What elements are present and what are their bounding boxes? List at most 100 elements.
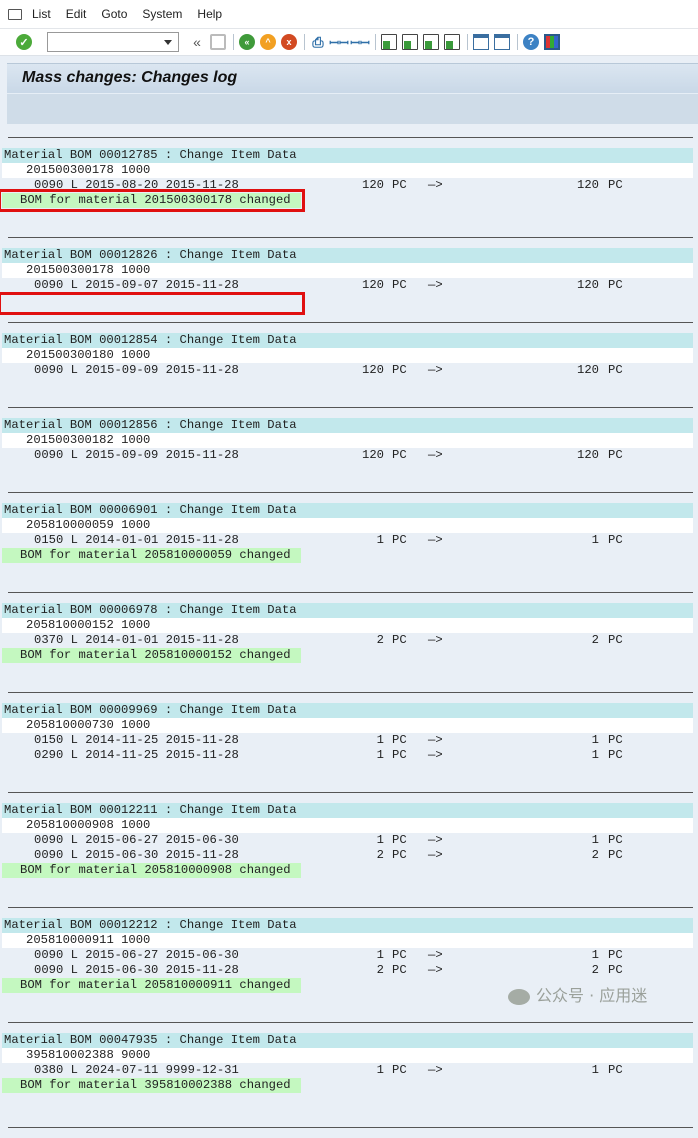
material-plant: 201500300178 1000 (2, 163, 693, 178)
new-quantity: 1 (591, 833, 599, 847)
find-icon[interactable]: ꟷꟷ (329, 35, 349, 50)
log-block: Material BOM 00006978 : Change Item Data… (2, 592, 693, 692)
item-row: 0090 L 2015-09-09 2015-11-28 120 PC —> 120 PC (2, 448, 693, 463)
item-text: 0150 L 2014-01-01 2015-11-28 (34, 533, 239, 547)
empty-status-line (0, 292, 305, 315)
new-unit: PC (608, 963, 623, 977)
new-quantity: 1 (591, 1063, 599, 1077)
next-page-icon[interactable] (423, 34, 439, 50)
item-row: 0090 L 2015-08-20 2015-11-28 120 PC —> 120 PC (2, 178, 693, 193)
new-quantity: 1 (591, 748, 599, 762)
change-arrow: —> (428, 748, 443, 762)
menu-edit[interactable]: Edit (65, 7, 87, 21)
old-unit: PC (392, 848, 407, 862)
new-unit: PC (608, 633, 623, 647)
save-icon[interactable] (210, 34, 226, 50)
old-quantity: 2 (376, 633, 384, 647)
material-plant: 205810000908 1000 (2, 818, 693, 833)
new-quantity: 2 (591, 963, 599, 977)
change-arrow: —> (428, 948, 443, 962)
new-unit: PC (608, 733, 623, 747)
menu-goto[interactable]: Goto (101, 7, 128, 21)
change-arrow: —> (428, 448, 443, 462)
menu-list[interactable]: List (32, 7, 51, 21)
old-quantity: 1 (376, 948, 384, 962)
old-quantity: 1 (376, 748, 384, 762)
wechat-icon (508, 988, 530, 1005)
cancel-icon[interactable]: x (281, 34, 297, 50)
old-unit: PC (392, 1063, 407, 1077)
item-text: 0090 L 2015-09-07 2015-11-28 (34, 278, 239, 292)
old-unit: PC (392, 363, 407, 377)
layout-icon[interactable] (544, 34, 560, 50)
back-icon[interactable]: « (239, 34, 255, 50)
change-arrow: —> (428, 278, 443, 292)
status-message: BOM for material 395810002388 changed (2, 1078, 301, 1093)
old-unit: PC (392, 733, 407, 747)
new-quantity: 1 (591, 948, 599, 962)
change-arrow: —> (428, 1063, 443, 1077)
old-unit: PC (392, 633, 407, 647)
old-unit: PC (392, 748, 407, 762)
exit-icon[interactable]: ^ (260, 34, 276, 50)
item-text: 0090 L 2015-06-27 2015-06-30 (34, 948, 239, 962)
old-quantity: 120 (362, 448, 384, 462)
item-row: 0150 L 2014-11-25 2015-11-28 1 PC —> 1 PC (2, 733, 693, 748)
block-header: Material BOM 00012854 : Change Item Data (2, 333, 693, 348)
previous-page-icon[interactable] (402, 34, 418, 50)
change-arrow: —> (428, 178, 443, 192)
new-quantity: 1 (591, 733, 599, 747)
old-quantity: 120 (362, 278, 384, 292)
item-row: 0290 L 2014-11-25 2015-11-28 1 PC —> 1 PC (2, 748, 693, 763)
old-unit: PC (392, 533, 407, 547)
system-menu-icon[interactable] (8, 8, 22, 20)
status-message: BOM for material 205810000152 changed (2, 648, 301, 663)
item-text: 0090 L 2015-08-20 2015-11-28 (34, 178, 239, 192)
block-header: Material BOM 00012211 : Change Item Data (2, 803, 693, 818)
help-icon[interactable]: ? (523, 34, 539, 50)
changes-log-list: Material BOM 00012785 : Change Item Data… (0, 137, 698, 1138)
end-rule (8, 1127, 693, 1138)
status-message: BOM for material 205810000059 changed (2, 548, 301, 563)
change-arrow: —> (428, 533, 443, 547)
material-plant: 205810000911 1000 (2, 933, 693, 948)
old-quantity: 2 (376, 963, 384, 977)
item-text: 0150 L 2014-11-25 2015-11-28 (34, 733, 239, 747)
menu-system[interactable]: System (142, 7, 183, 21)
toolbar: ✓ « « ^ x ⎙ ꟷꟷ ꟷꟷ ? (0, 28, 698, 56)
item-text: 0380 L 2024-07-11 9999-12-31 (34, 1063, 239, 1077)
log-block: Material BOM 00012854 : Change Item Data… (2, 322, 693, 407)
new-quantity: 2 (591, 848, 599, 862)
new-unit: PC (608, 448, 623, 462)
new-session-icon[interactable] (473, 34, 489, 50)
print-icon[interactable]: ⎙ (312, 33, 324, 50)
new-quantity: 120 (577, 448, 599, 462)
collapse-icon[interactable]: « (193, 34, 201, 50)
item-text: 0090 L 2015-06-30 2015-11-28 (34, 848, 239, 862)
find-next-icon[interactable]: ꟷꟷ (350, 35, 370, 50)
command-field[interactable] (47, 32, 179, 52)
new-quantity: 120 (577, 278, 599, 292)
item-row: 0150 L 2014-01-01 2015-11-28 1 PC —> 1 PC (2, 533, 693, 548)
new-quantity: 120 (577, 363, 599, 377)
old-quantity: 120 (362, 178, 384, 192)
last-page-icon[interactable] (444, 34, 460, 50)
item-text: 0090 L 2015-06-30 2015-11-28 (34, 963, 239, 977)
first-page-icon[interactable] (381, 34, 397, 50)
block-header: Material BOM 00012785 : Change Item Data (2, 148, 693, 163)
old-quantity: 120 (362, 363, 384, 377)
material-plant: 205810000152 1000 (2, 618, 693, 633)
shortcut-icon[interactable] (494, 34, 510, 50)
item-row: 0090 L 2015-06-30 2015-11-28 2 PC —> 2 PC (2, 848, 693, 863)
old-unit: PC (392, 448, 407, 462)
new-unit: PC (608, 833, 623, 847)
page-title: Mass changes: Changes log (7, 63, 698, 93)
status-message: BOM for material 205810000908 changed (2, 863, 301, 878)
enter-icon[interactable]: ✓ (16, 34, 32, 50)
new-unit: PC (608, 533, 623, 547)
new-quantity: 2 (591, 633, 599, 647)
material-plant: 205810000059 1000 (2, 518, 693, 533)
menu-help[interactable]: Help (197, 7, 223, 21)
change-arrow: —> (428, 848, 443, 862)
block-header: Material BOM 00009969 : Change Item Data (2, 703, 693, 718)
